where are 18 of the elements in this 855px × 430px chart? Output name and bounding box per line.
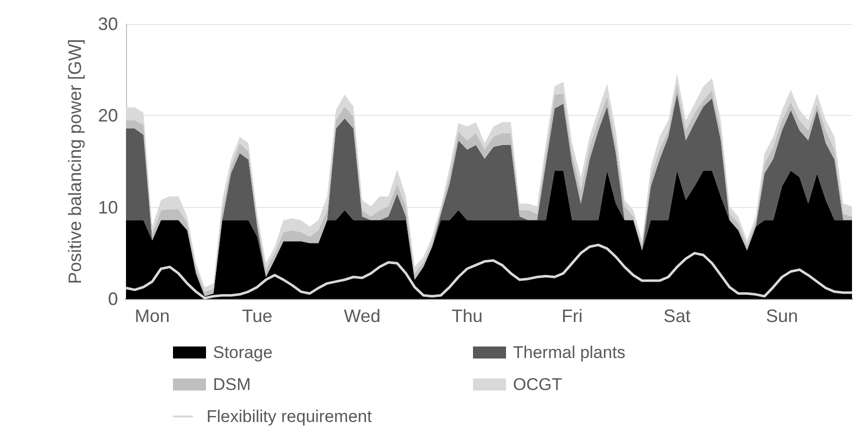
x-tick-label: Wed bbox=[344, 306, 381, 326]
x-tick-label: Tue bbox=[242, 306, 272, 326]
x-tick-label: Fri bbox=[562, 306, 583, 326]
y-tick-label: 10 bbox=[98, 197, 118, 218]
x-tick-label: Sat bbox=[664, 306, 691, 326]
x-tick-label: Sun bbox=[766, 306, 798, 326]
legend-label: Flexibility requirement bbox=[206, 407, 372, 426]
legend-label: Thermal plants bbox=[513, 343, 626, 362]
y-tick-label: 30 bbox=[98, 14, 118, 34]
line-series bbox=[124, 244, 854, 300]
legend-label: DSM bbox=[213, 375, 251, 394]
legend-label: OCGT bbox=[513, 375, 562, 394]
legend-label: Storage bbox=[213, 343, 273, 362]
y-tick-label: 0 bbox=[108, 289, 118, 309]
y-tick-label: 20 bbox=[98, 106, 118, 126]
x-tick-label: Mon bbox=[134, 306, 170, 326]
y-axis-title: Positive balancing power [GW] bbox=[65, 38, 85, 284]
x-tick-label: Thu bbox=[452, 306, 483, 326]
